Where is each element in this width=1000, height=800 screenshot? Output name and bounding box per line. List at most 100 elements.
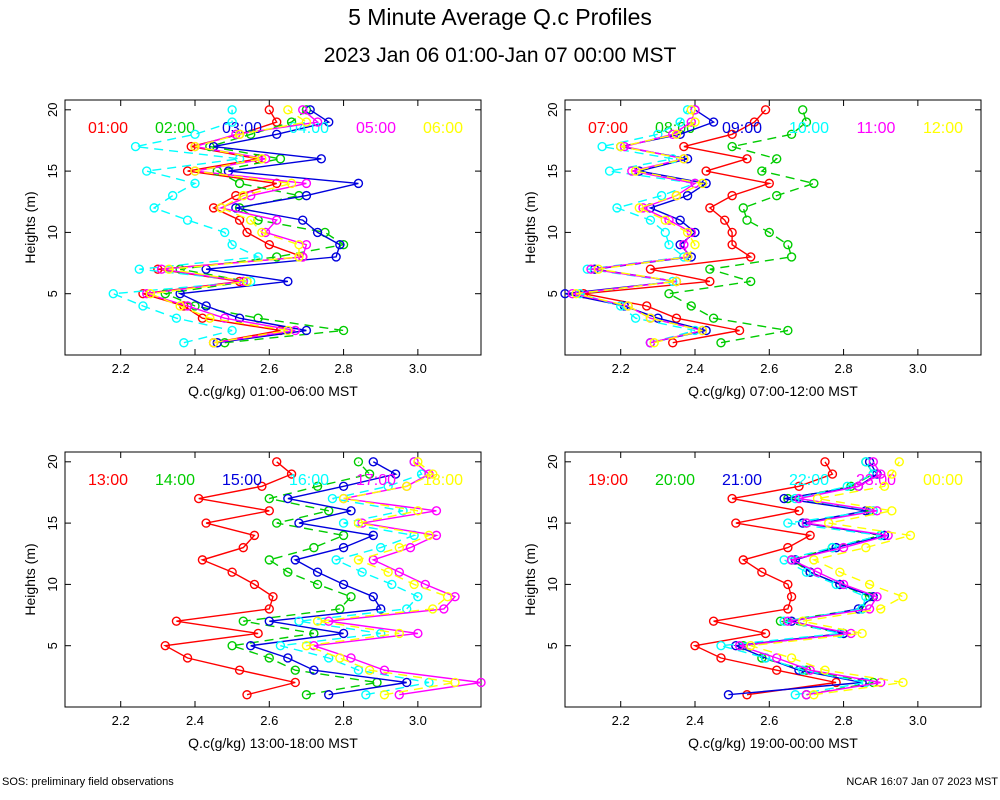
data-point bbox=[364, 665, 375, 675]
legend-entry: 01:00 bbox=[88, 120, 128, 137]
data-point bbox=[283, 105, 293, 115]
data-point bbox=[353, 178, 364, 189]
x-axis-label: Q.c(g/kg) 13:00-18:00 MST bbox=[188, 735, 358, 751]
data-point bbox=[171, 616, 182, 626]
data-point bbox=[746, 252, 756, 262]
data-point bbox=[197, 555, 208, 565]
data-point bbox=[346, 653, 356, 663]
data-point bbox=[798, 616, 808, 626]
data-point bbox=[413, 591, 423, 602]
y-tick-label: 20 bbox=[45, 455, 60, 469]
data-point bbox=[294, 518, 304, 528]
data-point bbox=[331, 252, 341, 262]
data-point bbox=[682, 190, 693, 201]
footer-timestamp: NCAR 16:07 Jan 07 2023 MST bbox=[846, 776, 998, 788]
data-point bbox=[671, 276, 682, 287]
data-point bbox=[301, 117, 312, 127]
data-point bbox=[645, 215, 656, 225]
series-line-1800 bbox=[306, 461, 456, 696]
data-point bbox=[742, 215, 752, 225]
data-point bbox=[794, 506, 804, 516]
data-point bbox=[742, 154, 752, 164]
data-point bbox=[827, 469, 838, 479]
data-point bbox=[450, 677, 460, 688]
data-point bbox=[368, 591, 378, 602]
data-point bbox=[376, 542, 386, 553]
data-point bbox=[783, 604, 793, 614]
data-point bbox=[413, 457, 423, 467]
data-point bbox=[268, 591, 278, 602]
data-point bbox=[686, 105, 696, 115]
legend-entry: 06:00 bbox=[423, 120, 463, 137]
x-tick-label: 3.0 bbox=[409, 713, 427, 728]
data-point bbox=[242, 227, 252, 238]
series-line-2000 bbox=[741, 461, 881, 696]
data-point bbox=[275, 641, 286, 651]
data-point bbox=[656, 190, 667, 201]
data-point bbox=[812, 567, 823, 577]
y-tick-label: 20 bbox=[45, 103, 60, 117]
data-point bbox=[686, 301, 696, 311]
data-point bbox=[238, 542, 248, 553]
data-point bbox=[431, 506, 442, 516]
data-point bbox=[660, 215, 670, 225]
x-tick-label: 3.0 bbox=[909, 713, 927, 728]
data-point bbox=[716, 338, 726, 348]
data-point bbox=[838, 579, 849, 590]
data-point bbox=[853, 481, 864, 492]
data-point bbox=[253, 628, 263, 639]
data-point bbox=[283, 653, 293, 663]
data-point bbox=[779, 493, 789, 504]
data-point bbox=[394, 690, 404, 700]
data-point bbox=[301, 178, 312, 189]
legend-entry: 22:00 bbox=[789, 472, 829, 489]
x-axis-label: Q.c(g/kg) 01:00-06:00 MST bbox=[188, 383, 358, 399]
data-point bbox=[338, 542, 349, 553]
data-point bbox=[130, 141, 141, 152]
data-point bbox=[331, 555, 341, 565]
y-axis-label: Heights (m) bbox=[522, 191, 538, 263]
data-point bbox=[338, 628, 349, 639]
data-point bbox=[108, 289, 118, 299]
data-point bbox=[238, 616, 248, 626]
data-point bbox=[764, 178, 774, 189]
data-point bbox=[171, 313, 182, 323]
data-point bbox=[272, 518, 282, 528]
data-point bbox=[238, 190, 248, 201]
data-point bbox=[309, 665, 319, 675]
data-point bbox=[272, 215, 282, 225]
data-point bbox=[824, 518, 834, 528]
x-tick-label: 2.4 bbox=[186, 361, 204, 376]
data-point bbox=[402, 677, 412, 688]
data-point bbox=[757, 567, 767, 577]
data-point bbox=[168, 190, 178, 201]
data-point bbox=[887, 506, 897, 516]
data-point bbox=[327, 493, 338, 504]
data-point bbox=[593, 264, 604, 274]
data-point bbox=[394, 628, 404, 639]
data-point bbox=[312, 616, 323, 626]
data-point bbox=[316, 154, 326, 164]
data-point bbox=[272, 178, 282, 189]
data-point bbox=[872, 591, 882, 602]
legend-entry: 05:00 bbox=[356, 120, 396, 137]
legend-entry: 12:00 bbox=[923, 120, 963, 137]
data-point bbox=[260, 154, 271, 164]
x-tick-label: 2.8 bbox=[835, 713, 853, 728]
data-point bbox=[846, 628, 856, 639]
data-point bbox=[283, 276, 293, 287]
data-point bbox=[283, 325, 293, 336]
data-point bbox=[145, 289, 156, 299]
x-tick-label: 2.4 bbox=[686, 361, 704, 376]
data-point bbox=[805, 665, 815, 675]
y-tick-label: 15 bbox=[45, 164, 60, 178]
legend-entry: 15:00 bbox=[222, 472, 262, 489]
data-point bbox=[627, 166, 637, 176]
data-point bbox=[227, 325, 237, 336]
data-point bbox=[690, 105, 700, 115]
data-point bbox=[783, 518, 793, 528]
data-point bbox=[353, 457, 364, 467]
data-point bbox=[179, 338, 189, 348]
data-point bbox=[772, 653, 782, 663]
data-point bbox=[783, 325, 793, 336]
